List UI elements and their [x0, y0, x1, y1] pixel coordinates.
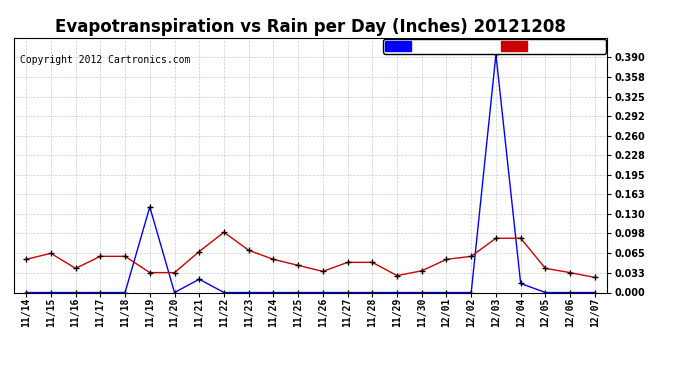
Text: Copyright 2012 Cartronics.com: Copyright 2012 Cartronics.com [20, 56, 190, 65]
Legend: Rain  (Inches), ET  (Inches): Rain (Inches), ET (Inches) [383, 39, 606, 54]
Title: Evapotranspiration vs Rain per Day (Inches) 20121208: Evapotranspiration vs Rain per Day (Inch… [55, 18, 566, 36]
